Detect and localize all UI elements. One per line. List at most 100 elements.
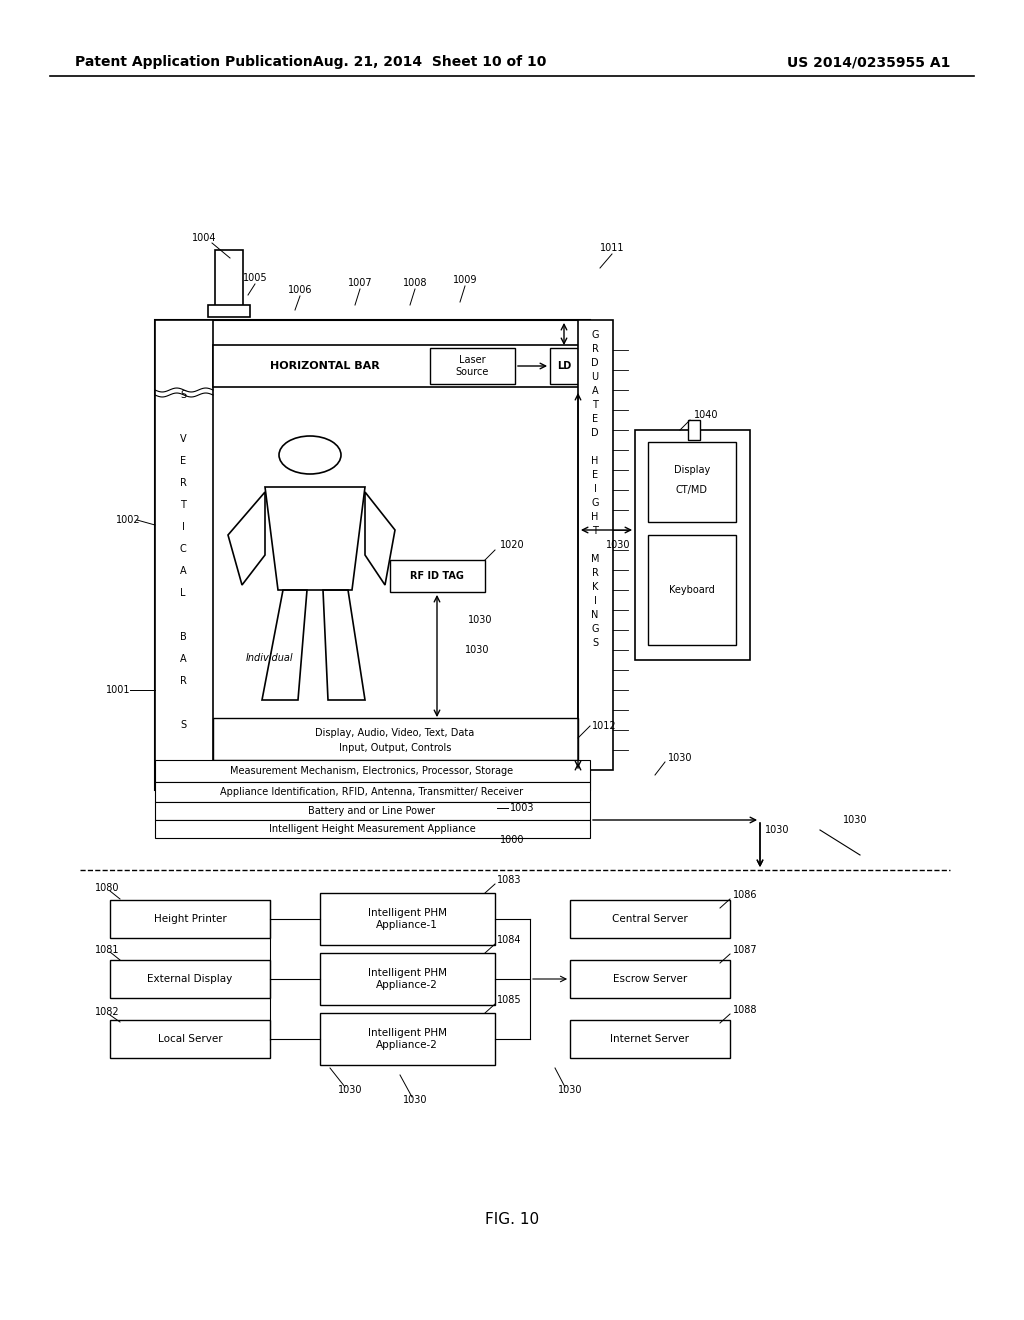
Text: S: S — [180, 389, 186, 400]
Text: Aug. 21, 2014  Sheet 10 of 10: Aug. 21, 2014 Sheet 10 of 10 — [313, 55, 547, 69]
Text: E: E — [592, 470, 598, 480]
Text: Internet Server: Internet Server — [610, 1034, 689, 1044]
Text: Keyboard: Keyboard — [669, 585, 715, 595]
Text: FIG. 10: FIG. 10 — [485, 1213, 539, 1228]
Text: Escrow Server: Escrow Server — [613, 974, 687, 983]
Text: Local Server: Local Server — [158, 1034, 222, 1044]
Text: 1008: 1008 — [402, 279, 427, 288]
Text: 1001: 1001 — [105, 685, 130, 696]
Text: C: C — [179, 544, 186, 554]
Text: L: L — [180, 587, 185, 598]
Text: I: I — [594, 597, 596, 606]
Bar — [550, 348, 578, 384]
Text: Intelligent PHM
Appliance-2: Intelligent PHM Appliance-2 — [368, 1028, 446, 1049]
Text: V: V — [179, 434, 186, 444]
Bar — [430, 348, 515, 384]
Text: A: A — [179, 566, 186, 576]
Text: 1030: 1030 — [468, 615, 493, 624]
Text: R: R — [179, 676, 186, 686]
Bar — [578, 319, 613, 770]
Bar — [155, 319, 213, 789]
Bar — [635, 430, 750, 660]
Text: Individual: Individual — [246, 653, 294, 663]
Text: Measurement Mechanism, Electronics, Processor, Storage: Measurement Mechanism, Electronics, Proc… — [230, 766, 514, 776]
Text: G: G — [591, 624, 599, 634]
Text: Display, Audio, Video, Text, Data: Display, Audio, Video, Text, Data — [315, 729, 475, 738]
Text: H: H — [591, 455, 599, 466]
Bar — [110, 1020, 270, 1059]
Text: Display: Display — [674, 465, 710, 475]
Text: RF ID TAG: RF ID TAG — [410, 572, 464, 581]
Text: 1087: 1087 — [733, 945, 758, 954]
Text: 1030: 1030 — [402, 1096, 427, 1105]
Text: T: T — [180, 500, 186, 510]
Text: N: N — [591, 610, 599, 620]
Text: A: A — [179, 653, 186, 664]
Text: HORIZONTAL BAR: HORIZONTAL BAR — [270, 360, 380, 371]
Text: CT/MD: CT/MD — [676, 484, 708, 495]
Text: 1011: 1011 — [600, 243, 625, 253]
Text: U: U — [592, 372, 599, 381]
Text: 1083: 1083 — [497, 875, 521, 884]
Text: 1040: 1040 — [694, 411, 719, 420]
Text: External Display: External Display — [147, 974, 232, 983]
Text: A: A — [592, 385, 598, 396]
Text: 1084: 1084 — [497, 935, 521, 945]
Text: T: T — [592, 400, 598, 411]
Bar — [110, 900, 270, 939]
Bar — [155, 319, 590, 789]
Bar — [688, 420, 700, 440]
Text: I: I — [181, 521, 184, 532]
Text: Laser
Source: Laser Source — [456, 355, 488, 376]
Text: 1088: 1088 — [733, 1005, 758, 1015]
Text: R: R — [592, 568, 598, 578]
Text: 1012: 1012 — [592, 721, 616, 731]
Text: Patent Application Publication: Patent Application Publication — [75, 55, 312, 69]
Text: D: D — [591, 358, 599, 368]
Text: 1030: 1030 — [843, 814, 867, 825]
Text: Intelligent Height Measurement Appliance: Intelligent Height Measurement Appliance — [268, 824, 475, 834]
Text: E: E — [592, 414, 598, 424]
Text: US 2014/0235955 A1: US 2014/0235955 A1 — [786, 55, 950, 69]
Bar — [155, 820, 590, 838]
Text: 1085: 1085 — [497, 995, 521, 1005]
Text: 1009: 1009 — [453, 275, 477, 285]
Bar — [390, 560, 485, 591]
Bar — [213, 718, 578, 760]
Text: 1020: 1020 — [500, 540, 524, 550]
Text: B: B — [179, 632, 186, 642]
Bar — [213, 345, 583, 387]
Bar — [208, 305, 250, 317]
Text: G: G — [591, 498, 599, 508]
Bar — [215, 249, 243, 310]
Text: Appliance Identification, RFID, Antenna, Transmitter/ Receiver: Appliance Identification, RFID, Antenna,… — [220, 787, 523, 797]
Text: 1005: 1005 — [243, 273, 267, 282]
Text: 1030: 1030 — [558, 1085, 583, 1096]
Text: 1004: 1004 — [193, 234, 216, 243]
Text: I: I — [594, 484, 596, 494]
Bar — [570, 960, 730, 998]
Text: E: E — [180, 455, 186, 466]
Text: 1030: 1030 — [765, 825, 790, 836]
Bar — [648, 535, 736, 645]
Bar — [570, 900, 730, 939]
Bar — [155, 781, 590, 803]
Text: 1030: 1030 — [338, 1085, 362, 1096]
Text: 1030: 1030 — [668, 752, 692, 763]
Text: D: D — [591, 428, 599, 438]
Text: 1002: 1002 — [116, 515, 140, 525]
Text: M: M — [591, 554, 599, 564]
Text: S: S — [592, 638, 598, 648]
Text: K: K — [592, 582, 598, 591]
Bar — [319, 1012, 495, 1065]
Bar — [155, 803, 590, 820]
Text: 1000: 1000 — [500, 836, 524, 845]
Text: H: H — [591, 512, 599, 521]
Bar — [319, 953, 495, 1005]
Text: 1080: 1080 — [95, 883, 120, 894]
Text: 1030: 1030 — [465, 645, 489, 655]
Text: 1081: 1081 — [95, 945, 120, 954]
Text: 1030: 1030 — [605, 540, 630, 550]
Text: Central Server: Central Server — [612, 913, 688, 924]
Text: 1007: 1007 — [348, 279, 373, 288]
